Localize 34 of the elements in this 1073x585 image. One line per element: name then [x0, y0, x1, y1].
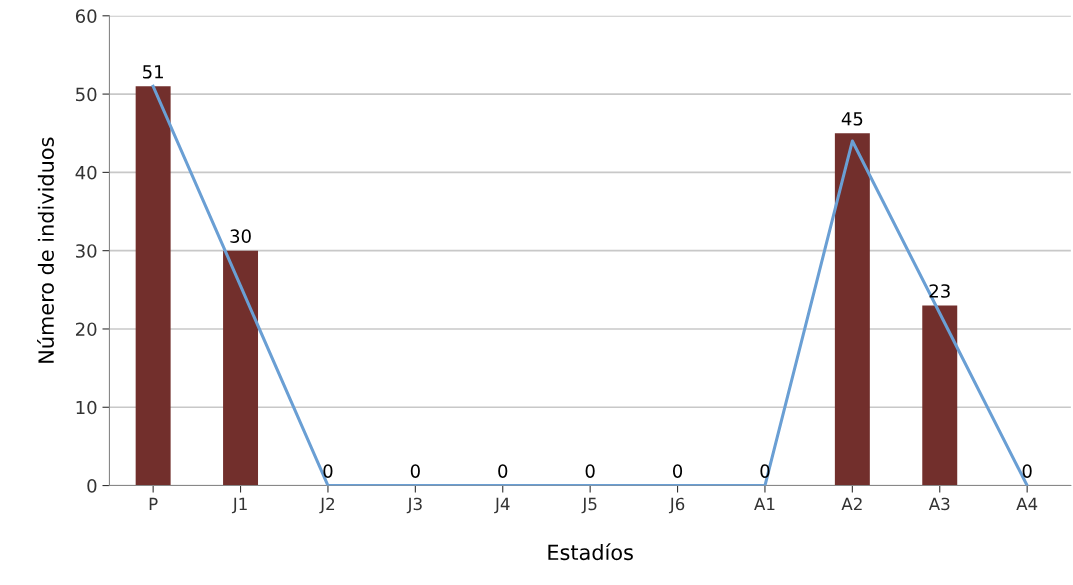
y-tick-label: 60 — [75, 9, 97, 23]
bar — [135, 86, 171, 486]
data-label: 0 — [323, 464, 333, 478]
data-label: 0 — [673, 464, 683, 478]
x-tick-label: P — [149, 497, 158, 511]
y-tick-label: 30 — [76, 244, 97, 258]
bar — [223, 250, 259, 486]
bar — [922, 305, 958, 486]
x-tick-label: A4 — [1016, 497, 1038, 511]
x-axis-title: Estadíos — [548, 543, 633, 561]
data-label: 23 — [929, 284, 950, 298]
x-tick-label: J1 — [231, 497, 247, 514]
y-tick-label: 50 — [76, 87, 97, 102]
x-tick-label: J6 — [668, 497, 685, 514]
x-tick-label: J5 — [581, 497, 597, 514]
x-tick-label: A1 — [754, 497, 775, 511]
data-label: 0 — [585, 464, 595, 478]
y-tick-label: 0 — [87, 479, 97, 493]
x-tick-label: A3 — [928, 497, 950, 511]
y-tick-label: 20 — [75, 322, 97, 337]
data-label: 0 — [410, 464, 420, 478]
x-tick-label: J4 — [494, 497, 510, 514]
data-label: 0 — [498, 464, 508, 478]
x-tick-label: A2 — [841, 497, 862, 511]
y-tick-label: 10 — [76, 400, 97, 415]
data-label: 30 — [230, 229, 251, 244]
data-label: 45 — [841, 112, 863, 126]
y-tick-label: 40 — [75, 165, 97, 180]
x-tick-label: J2 — [319, 497, 335, 514]
bar — [834, 133, 870, 486]
data-label: 0 — [1022, 464, 1032, 478]
x-tick-label: J3 — [406, 497, 422, 514]
y-axis-title: Número de individuos — [37, 137, 54, 363]
data-label: 51 — [143, 65, 163, 79]
